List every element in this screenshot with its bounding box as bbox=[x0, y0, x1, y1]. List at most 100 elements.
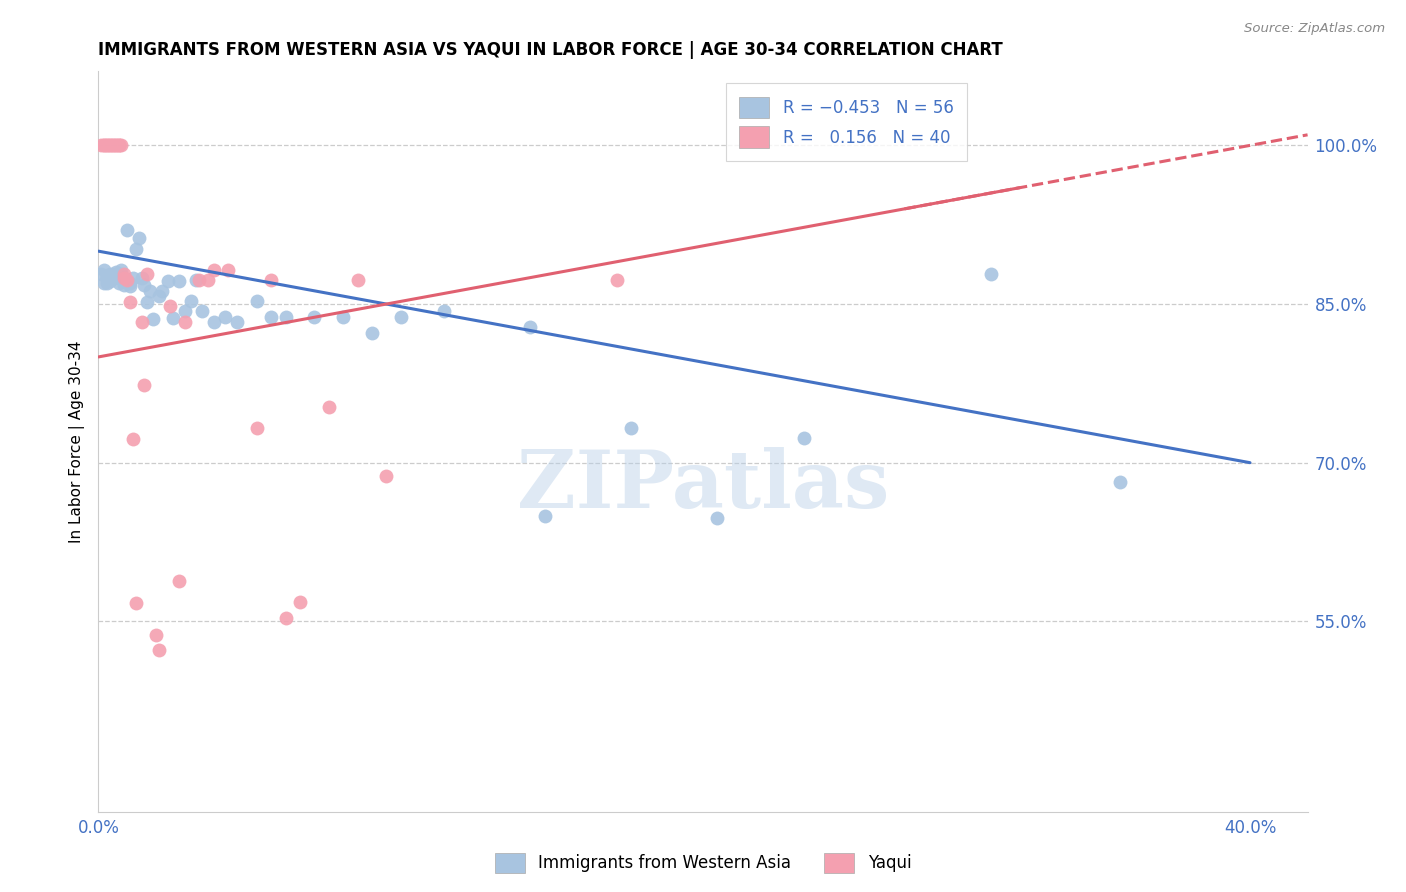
Point bbox=[260, 273, 283, 287]
Point bbox=[101, 138, 124, 153]
Point bbox=[125, 596, 148, 610]
Point bbox=[142, 311, 165, 326]
Point bbox=[620, 421, 643, 435]
Point bbox=[96, 269, 118, 284]
Legend: R = −0.453   N = 56, R =   0.156   N = 40: R = −0.453 N = 56, R = 0.156 N = 40 bbox=[725, 83, 967, 161]
Point bbox=[139, 285, 162, 299]
Point bbox=[96, 138, 118, 153]
Point bbox=[361, 326, 384, 340]
Point bbox=[96, 138, 118, 153]
Point bbox=[246, 421, 269, 435]
Point bbox=[90, 138, 112, 153]
Point bbox=[125, 242, 148, 256]
Point bbox=[98, 268, 121, 282]
Point bbox=[104, 265, 127, 279]
Point bbox=[188, 273, 211, 287]
Point bbox=[101, 270, 124, 285]
Point bbox=[519, 320, 541, 334]
Point bbox=[93, 138, 115, 153]
Point bbox=[167, 574, 190, 589]
Point bbox=[110, 268, 132, 282]
Point bbox=[180, 293, 202, 308]
Point bbox=[197, 273, 219, 287]
Point bbox=[120, 276, 142, 290]
Point bbox=[93, 138, 115, 153]
Point bbox=[246, 293, 269, 308]
Point bbox=[274, 310, 297, 324]
Point bbox=[134, 378, 156, 392]
Text: IMMIGRANTS FROM WESTERN ASIA VS YAQUI IN LABOR FORCE | AGE 30-34 CORRELATION CHA: IMMIGRANTS FROM WESTERN ASIA VS YAQUI IN… bbox=[98, 41, 1002, 59]
Point bbox=[606, 273, 628, 287]
Point bbox=[202, 263, 225, 277]
Text: ZIPatlas: ZIPatlas bbox=[517, 447, 889, 525]
Point bbox=[706, 510, 728, 524]
Point bbox=[202, 315, 225, 329]
Point bbox=[136, 294, 159, 309]
Point bbox=[98, 138, 121, 153]
Point bbox=[107, 276, 129, 290]
Point bbox=[145, 628, 167, 642]
Legend: Immigrants from Western Asia, Yaqui: Immigrants from Western Asia, Yaqui bbox=[488, 847, 918, 880]
Point bbox=[107, 270, 129, 285]
Text: Source: ZipAtlas.com: Source: ZipAtlas.com bbox=[1244, 22, 1385, 36]
Point bbox=[159, 299, 181, 313]
Point bbox=[375, 469, 398, 483]
Point bbox=[136, 268, 159, 282]
Point bbox=[98, 274, 121, 288]
Point bbox=[131, 315, 153, 329]
Point bbox=[112, 270, 135, 285]
Y-axis label: In Labor Force | Age 30-34: In Labor Force | Age 30-34 bbox=[69, 340, 84, 543]
Point bbox=[104, 138, 127, 153]
Point bbox=[389, 310, 412, 324]
Point bbox=[112, 268, 135, 282]
Point bbox=[191, 304, 214, 318]
Point bbox=[110, 138, 132, 153]
Point bbox=[134, 278, 156, 293]
Point bbox=[101, 138, 124, 153]
Point bbox=[112, 270, 135, 285]
Point bbox=[112, 278, 135, 293]
Point bbox=[93, 263, 115, 277]
Point bbox=[120, 279, 142, 293]
Point bbox=[173, 315, 195, 329]
Point bbox=[156, 274, 179, 288]
Point bbox=[217, 263, 239, 277]
Point bbox=[533, 508, 555, 523]
Point bbox=[162, 310, 184, 325]
Point bbox=[122, 433, 145, 447]
Point bbox=[122, 270, 145, 285]
Point bbox=[96, 276, 118, 290]
Point bbox=[93, 276, 115, 290]
Point bbox=[120, 294, 142, 309]
Point bbox=[214, 310, 236, 324]
Point bbox=[115, 273, 138, 287]
Point bbox=[274, 611, 297, 625]
Point bbox=[107, 138, 129, 153]
Point bbox=[148, 643, 170, 657]
Point bbox=[115, 223, 138, 237]
Point bbox=[107, 138, 129, 153]
Point bbox=[318, 400, 340, 414]
Point bbox=[433, 304, 456, 318]
Point bbox=[167, 274, 190, 288]
Point bbox=[260, 310, 283, 324]
Point bbox=[332, 310, 354, 324]
Point bbox=[346, 273, 368, 287]
Point bbox=[225, 315, 247, 329]
Point bbox=[104, 268, 127, 283]
Point bbox=[128, 231, 150, 245]
Point bbox=[90, 268, 112, 282]
Point bbox=[96, 270, 118, 285]
Point bbox=[173, 304, 195, 318]
Point bbox=[304, 310, 326, 324]
Point bbox=[104, 138, 127, 153]
Point bbox=[131, 270, 153, 285]
Point bbox=[150, 285, 173, 299]
Point bbox=[980, 268, 1002, 282]
Point bbox=[148, 288, 170, 302]
Point bbox=[101, 268, 124, 282]
Point bbox=[793, 431, 815, 445]
Point bbox=[110, 263, 132, 277]
Point bbox=[1109, 475, 1132, 489]
Point bbox=[186, 273, 208, 287]
